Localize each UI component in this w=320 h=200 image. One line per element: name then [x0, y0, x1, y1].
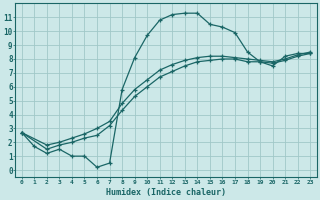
X-axis label: Humidex (Indice chaleur): Humidex (Indice chaleur) [106, 188, 226, 197]
